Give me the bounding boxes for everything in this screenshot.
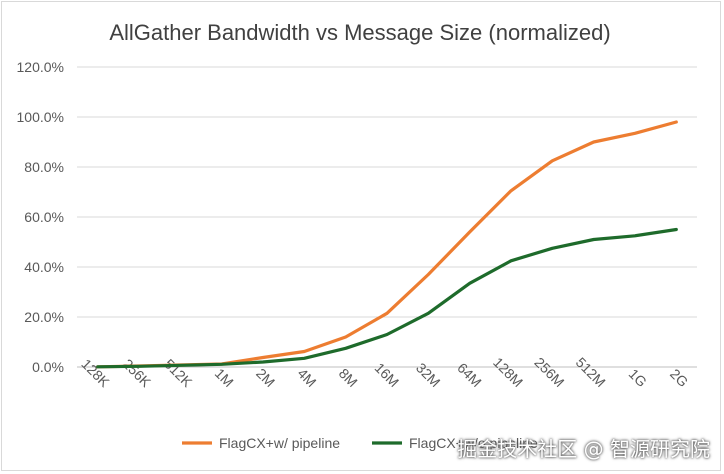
gridlines [77,66,697,368]
x-tick-label: 4M [294,365,319,390]
x-tick-label: 128K [78,356,113,391]
x-axis-ticks: 128K 256K 512K 1M 2M 4M 8M 16M 32M 64M 128M 256M 512… [78,354,691,391]
legend-label: FlagCX+w/ pipeline [219,435,340,451]
x-tick-label: 2M [253,365,278,390]
y-tick-label: 0.0% [32,359,64,375]
series-line-1 [96,120,678,369]
series-lines [96,120,678,369]
x-tick-label: 32M [413,360,444,391]
x-tick-label: 2G [667,366,692,391]
x-tick-label: 64M [454,360,485,391]
chart-title: AllGather Bandwidth vs Message Size (nor… [109,20,610,45]
legend-label: FlagCX+w/o pipeline [409,435,538,451]
watermark: 掘金技术社区 @ 智源研究院 [457,437,710,461]
x-tick-label: 1G [626,366,651,391]
x-tick-label: 512K [161,356,196,391]
legend: FlagCX+w/ pipeline FlagCX+w/o pipeline [182,435,538,451]
x-tick-label: 128M [490,354,526,390]
y-tick-label: 120.0% [17,59,64,75]
x-tick-label: 16M [372,360,403,391]
x-tick-label: 256M [531,354,567,390]
x-tick-label: 8M [336,365,361,390]
y-tick-label: 20.0% [24,309,64,325]
series-line-2 [96,227,678,369]
x-tick-label: 512M [573,354,609,390]
y-tick-label: 80.0% [24,159,64,175]
y-tick-label: 60.0% [24,209,64,225]
x-tick-label: 256K [120,356,155,391]
x-tick-label: 1M [212,365,237,390]
y-tick-label: 40.0% [24,259,64,275]
y-axis-ticks: 0.0% 20.0% 40.0% 60.0% 80.0% 100.0% 120.0% [17,59,64,375]
y-tick-label: 100.0% [17,109,64,125]
